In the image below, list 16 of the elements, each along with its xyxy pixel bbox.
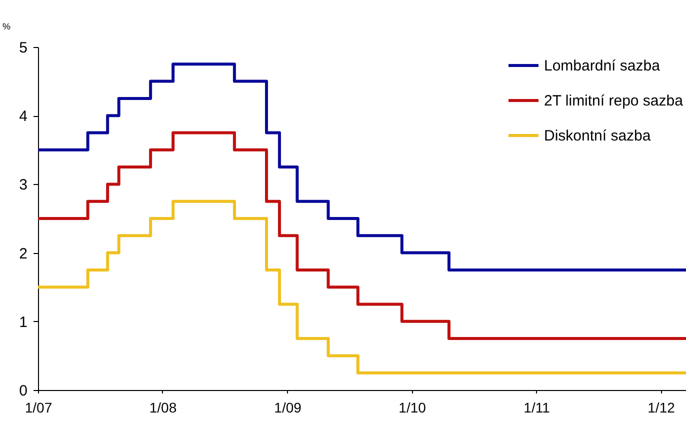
legend-label: 2T limitní repo sazba [544,92,684,110]
x-tick-label: 1/08 [149,400,177,416]
y-tick-label: 5 [19,40,28,56]
y-tick-label: 3 [19,176,28,194]
x-tick-label: 1/07 [24,400,52,416]
x-tick-label: 1/12 [648,400,676,416]
y-tick-label: 2 [19,245,28,262]
y-axis-title: % [2,22,11,32]
y-tick-label: 0 [19,382,28,400]
x-tick-label: 1/09 [274,400,302,416]
y-tick-label: 1 [19,314,28,331]
legend-label: Lombardní sazba [544,58,661,74]
x-tick-label: 1/10 [398,400,426,416]
x-tick-label: 1/11 [524,400,550,416]
legend-label: Diskontní sazba [544,128,652,144]
y-tick-label: 4 [19,108,28,126]
